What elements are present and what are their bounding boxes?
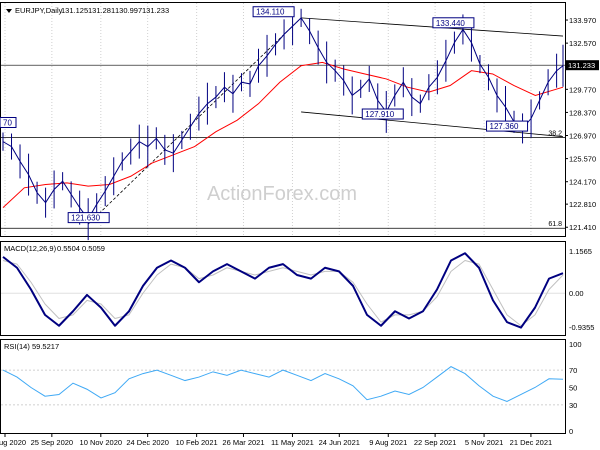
x-tick-label: 24 Dec 2020 (126, 438, 169, 447)
price-annotation-label: 134.110 (256, 8, 285, 17)
x-tick-label: 12 Aug 2020 (0, 438, 26, 447)
macd-title: MACD(12,26,9) (4, 244, 57, 253)
macd-series-macd (2, 252, 564, 329)
channel-upper-line (301, 17, 564, 37)
rsi-plot (1, 366, 565, 406)
price-header: EURJPY,Daily 131.125 131.281 130.997 131… (6, 6, 169, 15)
price-y-tick-label: 128.370 (569, 108, 596, 117)
fib-38-2-label: 38.2 (548, 130, 562, 137)
x-tick-label: 10 Nov 2020 (80, 438, 123, 447)
x-tick-label: 25 Sep 2020 (31, 438, 74, 447)
macd-header: MACD(12,26,9) 0.5504 0.5059 (4, 244, 105, 253)
rsi-line (2, 366, 564, 402)
price-annotation-label: 127.910 (365, 110, 394, 119)
rsi-y-tick-label: 100 (569, 340, 582, 349)
price-y-tick-label: 129.770 (569, 85, 596, 94)
rsi-pane (0, 339, 566, 434)
price-annotation-box (432, 17, 475, 29)
rsi-y-tick-label: 0 (569, 427, 573, 436)
symbol-title: EURJPY,Daily (15, 6, 63, 15)
trendline (87, 17, 302, 225)
price-y-tick-label: 122.810 (569, 200, 596, 209)
ohlc-low: 130.997 (115, 6, 142, 15)
macd-values: 0.5504 0.5059 (57, 244, 105, 253)
price-y-tick-label: 132.570 (569, 39, 596, 48)
x-tick-label: 11 May 2021 (271, 438, 314, 447)
x-tick-label: 5 Nov 2021 (465, 438, 503, 447)
rsi-y-tick-label: 30 (569, 401, 577, 410)
price-annotation-label: 127.360 (490, 122, 519, 131)
price-line (2, 17, 564, 221)
ohlc-high: 131.281 (88, 6, 115, 15)
macd-pane (0, 241, 566, 336)
rsi-title: RSI(14) (4, 342, 30, 351)
rsi-y-tick-label: 70 (569, 366, 577, 375)
rsi-header: RSI(14) 59.5217 (4, 342, 59, 351)
price-annotation-label: 133.440 (436, 19, 465, 28)
x-tick-label: 26 Mar 2021 (222, 438, 264, 447)
x-tick-label: 10 Feb 2021 (176, 438, 218, 447)
price-annotation-box (252, 6, 295, 18)
fib-61-8-label: 61.8 (548, 221, 562, 228)
ohlc-open: 131.125 (61, 6, 88, 15)
price-annotation-box (486, 120, 529, 132)
price-y-tick-label: 124.170 (569, 178, 596, 187)
price-annotation-label: 70 (3, 118, 12, 127)
price-annotation-label: 121.630 (71, 214, 100, 223)
current-price-label: 131.233 (568, 61, 595, 70)
price-y-tick-label: 121.410 (569, 223, 596, 232)
macd-y-tick-label: 0.00 (569, 289, 584, 298)
price-y-tick-label: 126.970 (569, 132, 596, 141)
price-annotation-box (0, 116, 17, 128)
x-tick-label: 22 Sep 2021 (414, 438, 457, 447)
price-y-tick-label: 133.970 (569, 16, 596, 25)
price-y-tick-label: 125.570 (569, 155, 596, 164)
x-tick-label: 24 Jun 2021 (319, 438, 360, 447)
collapse-triangle-icon[interactable] (6, 9, 12, 13)
ohlc-close: 131.233 (142, 6, 169, 15)
macd-y-tick-label: 1.1565 (569, 247, 592, 256)
x-tick-label: 9 Aug 2021 (369, 438, 407, 447)
macd-y-tick-label: -0.9355 (569, 323, 594, 332)
price-annotation-box (361, 108, 404, 120)
channel-lower-line (301, 111, 564, 138)
macd-plot (1, 252, 565, 329)
rsi-y-tick-label: 50 (569, 384, 577, 393)
watermark: ActionForex.com (207, 183, 357, 205)
rsi-value: 59.5217 (32, 342, 59, 351)
price-annotation-box (67, 212, 110, 224)
current-price-tag (565, 60, 599, 71)
moving-average-line (2, 61, 564, 208)
price-plot: 38.2 61.8 134.110 133.440 127.910 127.360 121.… (0, 6, 599, 241)
x-tick-label: 21 Dec 2021 (510, 438, 553, 447)
